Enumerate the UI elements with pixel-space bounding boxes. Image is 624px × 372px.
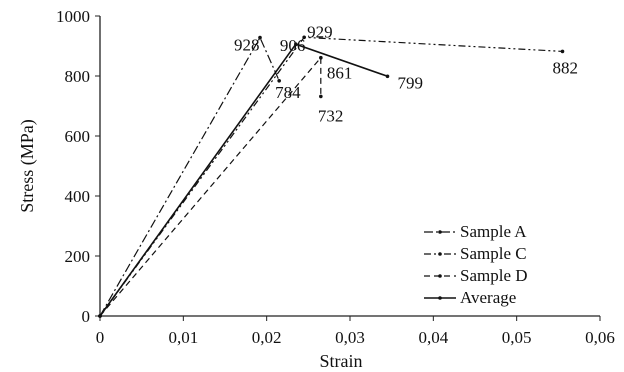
y-tick-label: 400 [65,187,91,206]
legend-label-sample-c: Sample C [460,244,527,263]
point-average [385,74,390,79]
point-sample-c [302,35,306,40]
legend-label-sample-d: Sample D [460,266,528,285]
x-tick-label: 0,02 [252,328,282,347]
legend-label-average: Average [460,288,516,307]
data-label: 799 [398,73,424,92]
point-average [294,42,298,46]
y-tick-label: 800 [65,67,91,86]
x-tick-label: 0,06 [585,328,615,347]
point-sample-c [560,49,565,54]
point-sample-a [277,79,281,83]
data-label: 929 [307,22,333,41]
y-tick-label: 0 [82,307,91,326]
x-tick-label: 0,04 [418,328,448,347]
legend-marker-sample-d [438,274,442,278]
y-tick-label: 200 [65,247,91,266]
data-label: 882 [553,58,579,77]
legend: Sample A Sample C Sample D Average [424,222,528,307]
series-layer [98,35,565,318]
point-sample-a [258,35,262,40]
x-tick-label: 0,05 [502,328,532,347]
data-label: 732 [318,106,344,125]
data-label: 928 [234,36,260,55]
data-label: 861 [327,64,353,83]
legend-marker-sample-a [438,230,442,234]
data-label: 906 [280,36,306,55]
point-sample-d [319,55,323,60]
x-tick-label: 0,03 [335,328,365,347]
y-tick-label: 1000 [56,7,90,26]
legend-marker-sample-c [438,252,442,256]
legend-marker-average [438,296,442,300]
x-tick-label: 0 [96,328,105,347]
point-sample-d [319,94,323,99]
x-axis-title: Strain [320,351,363,371]
axes: 0 0,01 0,02 0,03 0,04 0,05 0,06 0 200 400 600 800 10… [56,7,615,347]
x-tick-label: 0,01 [168,328,198,347]
series-average [99,43,388,317]
legend-label-sample-a: Sample A [460,222,527,241]
data-label: 784 [275,83,301,102]
series-sample-a [99,36,280,317]
point-average [98,314,102,318]
y-axis-title: Stress (MPa) [17,119,38,213]
series-sample-d [99,56,322,317]
y-tick-label: 600 [65,127,91,146]
